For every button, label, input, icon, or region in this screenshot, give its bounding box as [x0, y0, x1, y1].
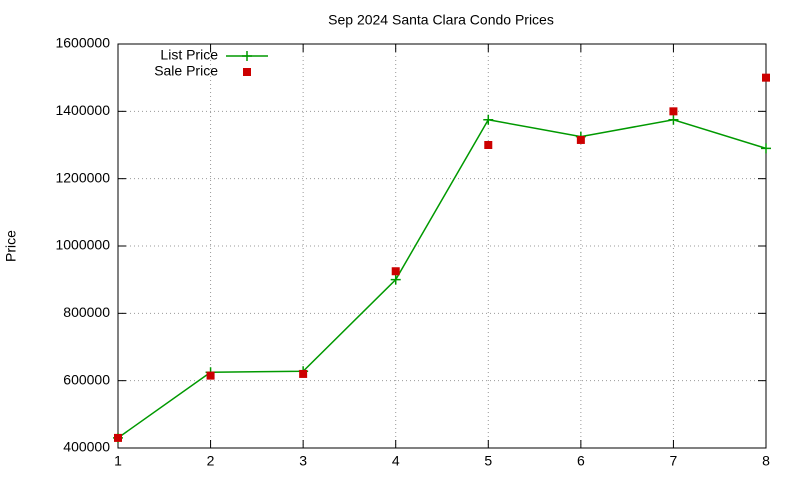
y-tick-label: 800000 — [63, 304, 110, 320]
data-point — [668, 114, 679, 125]
legend-label: Sale Price — [154, 63, 218, 79]
x-tick-label: 8 — [762, 453, 770, 469]
data-point — [761, 143, 771, 154]
x-tick-label: 6 — [577, 453, 585, 469]
data-point — [762, 73, 770, 82]
x-tick-label: 3 — [299, 453, 307, 469]
y-tick-label: 1000000 — [55, 237, 110, 253]
legend-marker — [243, 68, 251, 76]
x-tick-label: 1 — [114, 453, 122, 469]
data-point — [390, 274, 401, 285]
y-tick-label: 400000 — [63, 439, 110, 455]
y-tick-label: 1200000 — [55, 169, 110, 185]
y-tick-label: 600000 — [63, 371, 110, 387]
series-line — [117, 118, 767, 439]
x-tick-label: 2 — [207, 453, 215, 469]
y-tick-label: 1400000 — [55, 102, 110, 118]
x-tick-label: 5 — [484, 453, 492, 469]
chart-title: Sep 2024 Santa Clara Condo Prices — [328, 12, 554, 28]
data-point — [206, 371, 215, 380]
data-point — [576, 135, 585, 144]
y-axis-label: Price — [3, 230, 19, 262]
data-point — [669, 107, 678, 116]
plot-frame — [117, 43, 767, 449]
legend-marker — [242, 51, 252, 61]
data-point — [114, 433, 122, 442]
legend-label: List Price — [160, 47, 218, 63]
data-point — [299, 369, 308, 378]
data-point — [484, 141, 493, 149]
y-tick-label: 1600000 — [55, 35, 110, 51]
x-tick-label: 4 — [392, 453, 400, 469]
data-point — [483, 114, 494, 125]
data-point — [391, 267, 400, 276]
x-tick-label: 7 — [670, 453, 678, 469]
